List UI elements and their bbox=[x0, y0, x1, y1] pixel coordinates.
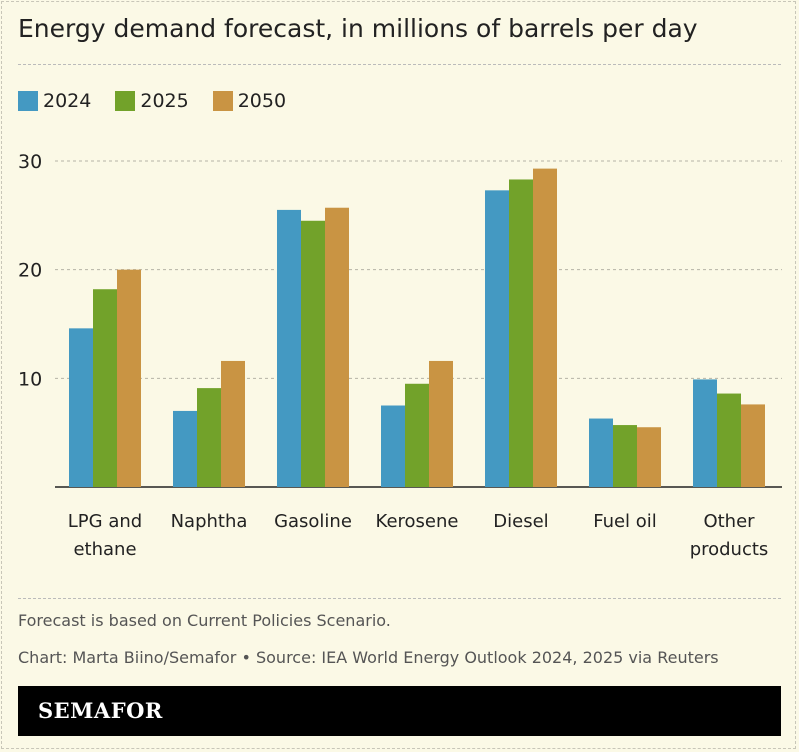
bar-2025 bbox=[509, 179, 533, 487]
bar-2050 bbox=[429, 360, 453, 487]
bar-2024 bbox=[693, 379, 717, 487]
x-tick-label: Kerosene bbox=[376, 511, 459, 532]
bar-2050 bbox=[117, 269, 141, 487]
chart-title: Energy demand forecast, in millions of b… bbox=[18, 14, 698, 43]
bar-2025 bbox=[197, 388, 221, 487]
legend-label: 2024 bbox=[43, 90, 92, 112]
x-tick-label: Gasoline bbox=[274, 511, 352, 532]
legend-label: 2050 bbox=[237, 90, 287, 112]
x-tick-label: products bbox=[690, 539, 769, 560]
bar-2024 bbox=[381, 405, 405, 487]
bar-2024 bbox=[69, 328, 93, 487]
legend-item-2025: 2025 bbox=[115, 90, 189, 112]
bar-2024 bbox=[277, 209, 301, 487]
bar-2024 bbox=[173, 410, 197, 487]
y-tick-label: 10 bbox=[18, 368, 42, 390]
chart-note: Forecast is based on Current Policies Sc… bbox=[18, 611, 391, 630]
bar-2025 bbox=[301, 220, 325, 487]
bar-2050 bbox=[533, 168, 557, 487]
legend-item-2024: 2024 bbox=[18, 90, 91, 112]
legend-swatch bbox=[18, 91, 38, 111]
y-tick-label: 30 bbox=[18, 151, 42, 173]
bar-2025 bbox=[613, 425, 637, 487]
x-tick-label: Diesel bbox=[493, 511, 548, 532]
x-tick-label: ethane bbox=[73, 539, 136, 560]
legend-swatch bbox=[212, 91, 233, 111]
semafor-logo: SEMAFOR bbox=[38, 698, 163, 723]
bar-chart: 10 20 30 LPG and ethane Naphtha Gasoline Kerose… bbox=[18, 151, 782, 560]
bar-2050 bbox=[741, 404, 765, 487]
x-tick-label: Naphtha bbox=[171, 511, 248, 532]
bar-2024 bbox=[589, 418, 613, 487]
legend-label: 2025 bbox=[140, 90, 189, 112]
bar-2050 bbox=[637, 427, 661, 487]
bar-2024 bbox=[485, 190, 509, 487]
x-tick-label: Fuel oil bbox=[593, 511, 657, 532]
bar-2050 bbox=[325, 207, 349, 487]
y-tick-label: 20 bbox=[18, 260, 42, 282]
bar-2025 bbox=[717, 393, 741, 487]
legend: 2024 2025 2050 bbox=[18, 90, 286, 112]
x-tick-label: Other bbox=[703, 511, 755, 532]
bar-2025 bbox=[405, 383, 429, 487]
legend-item-2050: 2050 bbox=[212, 90, 287, 112]
chart-credit: Chart: Marta Biino/Semafor • Source: IEA… bbox=[18, 648, 719, 667]
bar-2050 bbox=[221, 360, 245, 487]
divider bbox=[18, 64, 781, 65]
legend-swatch bbox=[115, 91, 136, 111]
divider bbox=[18, 598, 781, 599]
x-tick-label: LPG and bbox=[68, 511, 142, 532]
footer-bar: SEMAFOR bbox=[18, 686, 781, 736]
bar-2025 bbox=[93, 289, 117, 487]
